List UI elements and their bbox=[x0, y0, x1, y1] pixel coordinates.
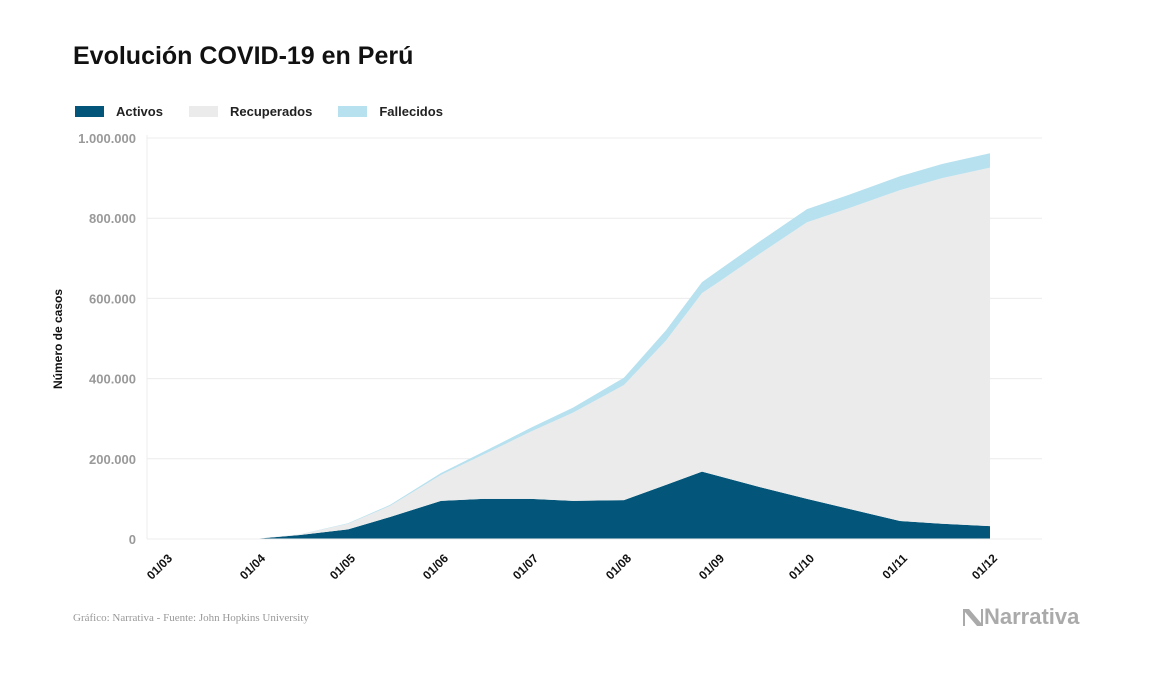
legend-item-recuperados: Recuperados bbox=[188, 104, 313, 119]
legend-label: Activos bbox=[116, 104, 163, 119]
y-tick-label: 200.000 bbox=[89, 452, 136, 467]
x-tick-label: 01/12 bbox=[969, 551, 1000, 582]
narrativa-logo: Narrativa bbox=[962, 604, 1079, 630]
area-recuperados bbox=[165, 167, 990, 539]
legend-item-activos: Activos bbox=[75, 104, 163, 119]
source-note: Gráfico: Narrativa - Fuente: John Hopkin… bbox=[73, 612, 309, 624]
x-tick-label: 01/09 bbox=[696, 551, 727, 582]
legend-label: Recuperados bbox=[229, 104, 313, 119]
y-tick-label: 0 bbox=[129, 532, 136, 547]
y-tick-label: 400.000 bbox=[89, 372, 136, 387]
legend-swatch bbox=[188, 106, 218, 117]
x-tick-label: 01/10 bbox=[786, 551, 817, 582]
x-tick-label: 01/05 bbox=[327, 551, 358, 582]
x-tick-label: 01/08 bbox=[603, 551, 634, 582]
area-activos bbox=[165, 471, 990, 539]
chart-title: Evolución COVID-19 en Perú bbox=[73, 42, 414, 70]
x-tick-label: 01/04 bbox=[237, 551, 268, 582]
narrativa-logo-icon bbox=[963, 609, 983, 626]
legend-swatch bbox=[338, 106, 368, 117]
x-tick-label: 01/06 bbox=[420, 551, 451, 582]
legend: Activos Recuperados Fallecidos bbox=[75, 104, 469, 119]
x-tick-label: 01/07 bbox=[510, 551, 541, 582]
y-tick-label: 600.000 bbox=[89, 291, 136, 306]
legend-item-fallecidos: Fallecidos bbox=[338, 104, 443, 119]
y-axis-label: Número de casos bbox=[51, 289, 65, 389]
logo-text: Narrativa bbox=[984, 604, 1080, 629]
legend-label: Fallecidos bbox=[379, 104, 443, 119]
x-tick-label: 01/03 bbox=[144, 551, 175, 582]
legend-swatch bbox=[75, 106, 104, 117]
y-tick-label: 1.000.000 bbox=[78, 131, 136, 146]
x-tick-label: 01/11 bbox=[879, 551, 910, 582]
y-tick-label: 800.000 bbox=[89, 211, 136, 226]
